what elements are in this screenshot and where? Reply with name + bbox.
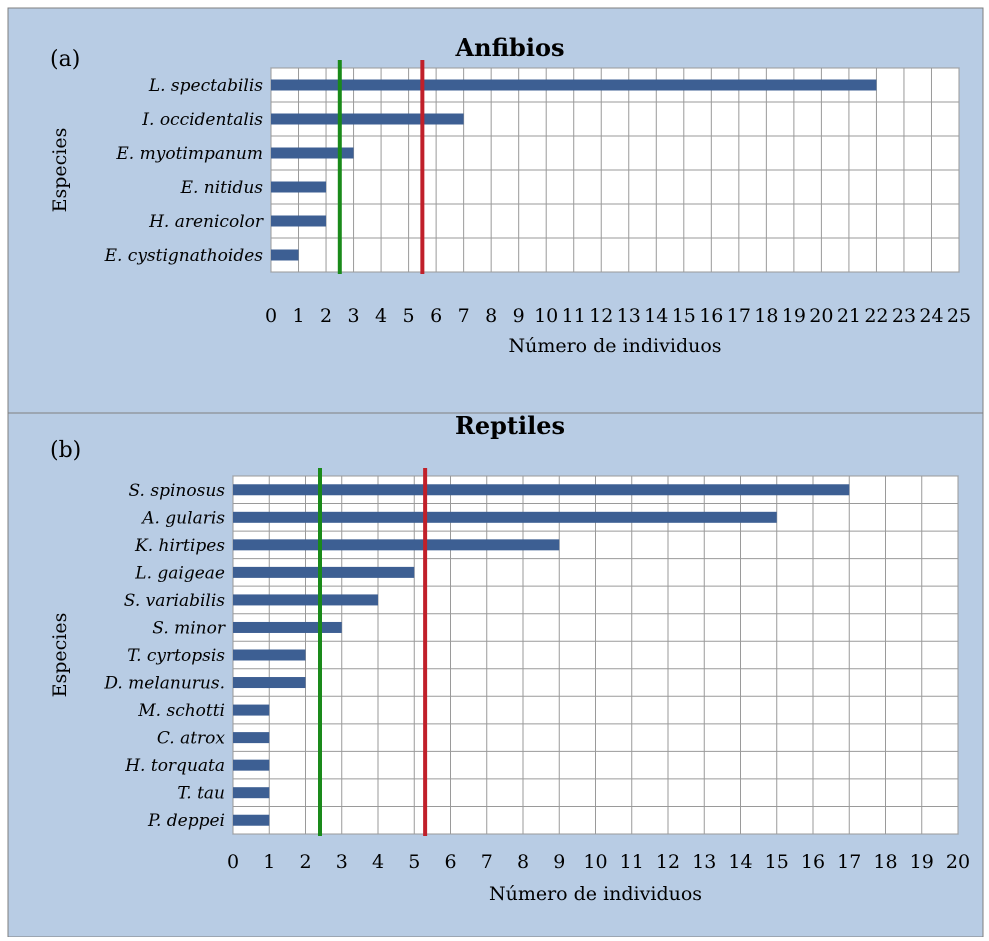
panel-b-tick-label: 20 [946, 851, 970, 873]
panel-a-title: Anfibios [455, 33, 565, 62]
panel-b-tick-label: 8 [517, 851, 529, 873]
panel-b-category-label: H. torquata [124, 756, 225, 776]
panel-a-tick-label: 9 [513, 305, 525, 327]
panel-b-category-label: D. melanurus. [103, 674, 225, 694]
panel-b-tick-label: 2 [299, 851, 311, 873]
panel-b-tick-label: 4 [372, 851, 384, 873]
panel-b-bar [233, 484, 850, 496]
panel-b-bar [233, 732, 270, 744]
panel-b-category-label: M. schotti [137, 701, 225, 721]
panel-a-tick-label: 21 [837, 305, 861, 327]
panel-a-tick-label: 12 [589, 305, 613, 327]
panel-b-category-label: S. spinosus [129, 481, 226, 501]
panel-a-tick-label: 25 [947, 305, 971, 327]
panel-a-xlabel: Número de individuos [508, 335, 721, 357]
panel-a-category-label: E. nitidus [180, 178, 264, 198]
panel-a-bar [271, 215, 327, 227]
panel-a-tick-label: 22 [864, 305, 888, 327]
panel-a-category-label: I. occidentalis [141, 110, 263, 130]
panel-a-tick-label: 23 [892, 305, 916, 327]
panel-a-tick-label: 17 [727, 305, 751, 327]
panel-b-tick-label: 0 [227, 851, 239, 873]
panel-b-tick-label: 6 [444, 851, 456, 873]
panel-b-bar [233, 594, 378, 606]
panel-b-tick-label: 19 [910, 851, 934, 873]
panel-b-tick-label: 9 [553, 851, 565, 873]
panel-b-bar [233, 566, 415, 578]
panel-a-tick-label: 2 [320, 305, 332, 327]
panel-a-tick-label: 11 [562, 305, 586, 327]
panel-b-title: Reptiles [455, 411, 565, 440]
panel-b-xlabel: Número de individuos [489, 883, 702, 905]
panel-b-category-label: K. hirtipes [134, 536, 225, 556]
panel-a-tick-label: 10 [534, 305, 558, 327]
panel-a-tick-label: 1 [292, 305, 304, 327]
panel-a-tick-label: 6 [430, 305, 442, 327]
panel-a-category-label: E. myotimpanum [115, 144, 263, 164]
panel-b-tick-label: 10 [583, 851, 607, 873]
panel-a-tick-label: 18 [754, 305, 778, 327]
panel-b-bar [233, 511, 777, 523]
panel-a-tick-label: 15 [672, 305, 696, 327]
panel-b-ylabel: Especies [49, 613, 71, 698]
panel-a: (a) Anfibios L. spectabilis I. occidentalis… [49, 33, 971, 357]
panel-b-bar [233, 704, 270, 716]
panel-b-category-label: T. tau [177, 784, 225, 804]
panel-a-tick-label: 20 [809, 305, 833, 327]
panel-b-tick-label: 5 [408, 851, 420, 873]
panel-b-category-label: S. variabilis [124, 591, 225, 611]
panel-a-tick-label: 5 [403, 305, 415, 327]
panel-b-bar [233, 677, 306, 689]
panel-b-tick-label: 7 [481, 851, 493, 873]
panel-a-tick-label: 19 [782, 305, 806, 327]
panel-a-tick-label: 8 [485, 305, 497, 327]
panel-b-tick-label: 16 [801, 851, 825, 873]
panel-b-tick-label: 12 [656, 851, 680, 873]
panel-b-tick-label: 13 [692, 851, 716, 873]
panel-a-bar [271, 113, 464, 125]
panel-b-tick-label: 17 [837, 851, 861, 873]
panel-a-tick-label: 3 [348, 305, 360, 327]
panel-b-bar [233, 787, 270, 799]
panel-a-ylabel: Especies [49, 128, 71, 213]
panel-b-category-label: L. gaigeae [134, 563, 225, 583]
panel-b: (b) Reptiles S. spinosus A. gularis K. hirti… [49, 411, 970, 905]
panel-a-bar [271, 79, 877, 91]
panel-b-category-label: A. gularis [140, 508, 225, 528]
panel-a-tick-label: 16 [699, 305, 723, 327]
panel-a-tick-label: 0 [265, 305, 277, 327]
panel-b-tick-label: 3 [336, 851, 348, 873]
panel-b-bar [233, 621, 342, 633]
panel-b-category-label: T. cyrtopsis [127, 646, 225, 666]
panel-b-bar [233, 759, 270, 771]
panel-a-bar [271, 181, 327, 193]
panel-a-tick-label: 24 [919, 305, 943, 327]
panel-b-tick-label: 15 [765, 851, 789, 873]
panel-b-tick-label: 11 [620, 851, 644, 873]
panel-a-category-label: H. arenicolor [148, 212, 264, 232]
panel-a-category-label: L. spectabilis [148, 76, 263, 96]
panel-b-category-label: C. atrox [157, 729, 226, 749]
panel-a-category-label: E. cystignathoides [104, 246, 264, 266]
panel-a-tick-label: 4 [375, 305, 387, 327]
panel-a-tick-label: 13 [617, 305, 641, 327]
panel-b-tick-label: 14 [728, 851, 752, 873]
panel-a-bar [271, 249, 299, 261]
panel-b-tick-label: 18 [873, 851, 897, 873]
panel-a-bar [271, 147, 354, 159]
panel-b-category-label: S. minor [152, 618, 226, 638]
panel-b-bar [233, 814, 270, 826]
panel-a-tick-label: 14 [644, 305, 668, 327]
panel-b-label: (b) [50, 438, 81, 463]
panel-b-category-label: P. deppei [147, 811, 225, 831]
panel-b-tick-label: 1 [263, 851, 275, 873]
panel-a-tick-label: 7 [458, 305, 470, 327]
panel-b-bar [233, 649, 306, 661]
panel-b-bar [233, 539, 560, 551]
panel-a-label: (a) [50, 47, 80, 72]
